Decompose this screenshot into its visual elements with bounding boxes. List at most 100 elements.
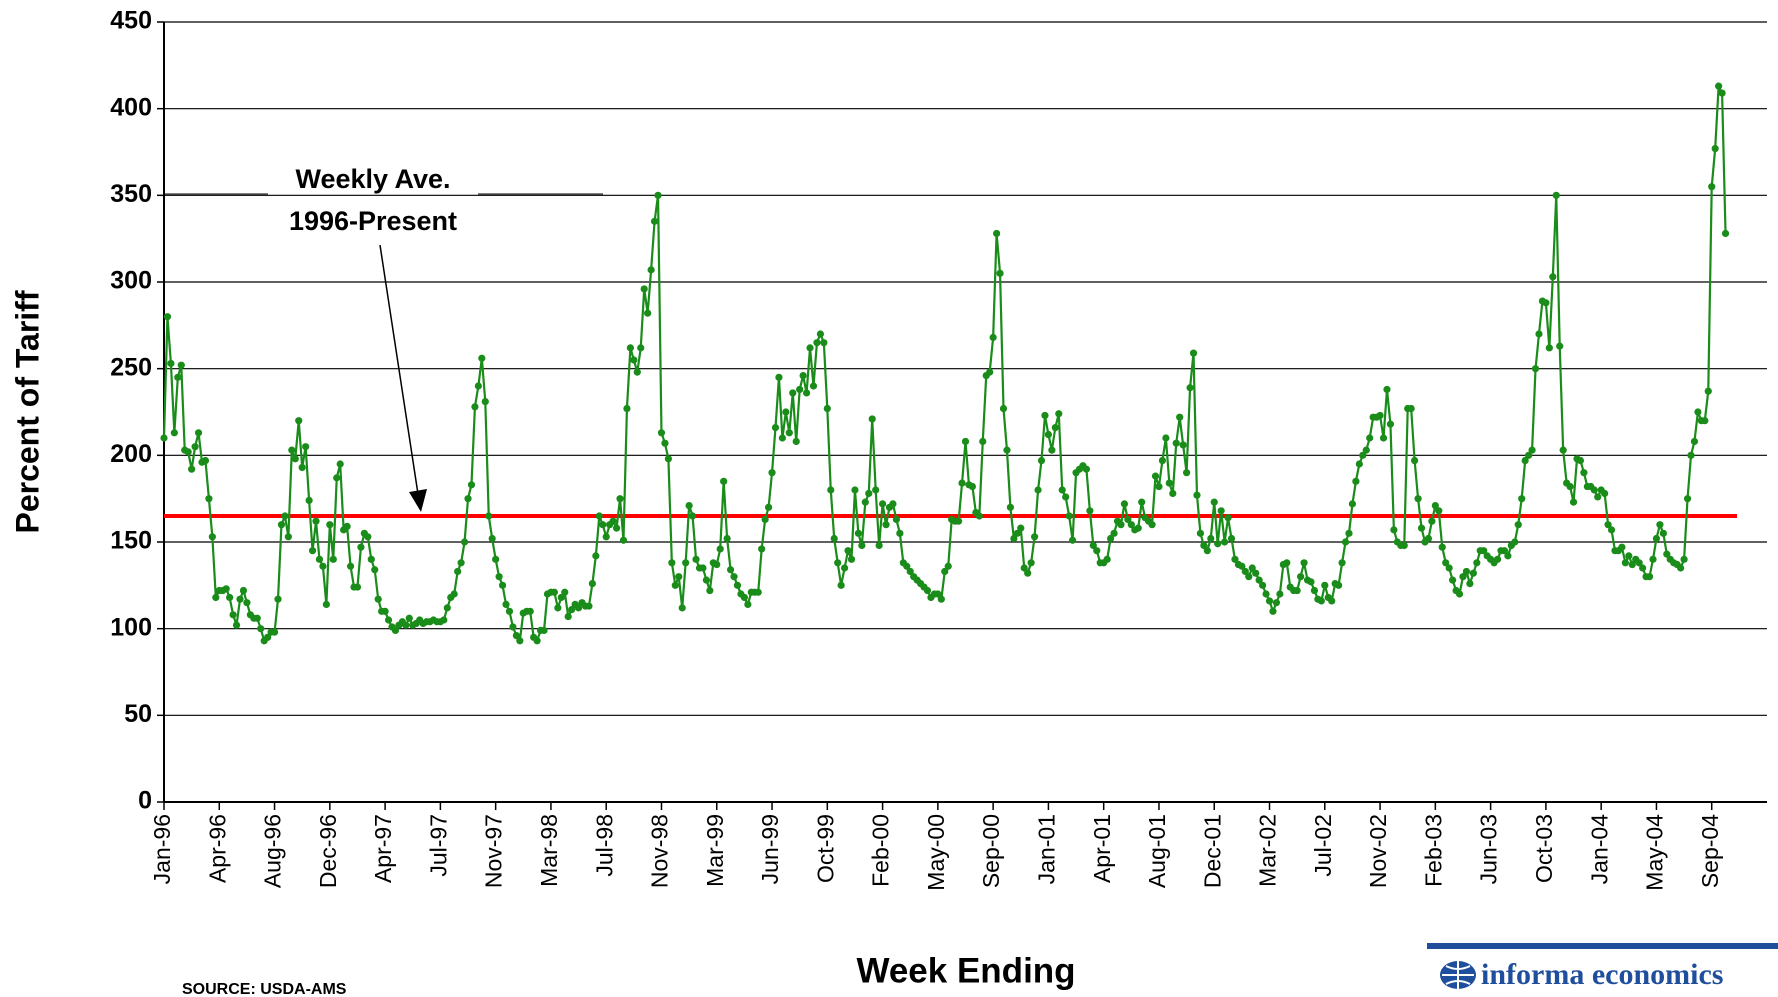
data-point — [1276, 590, 1284, 598]
data-point — [633, 368, 641, 376]
data-point — [1549, 273, 1557, 281]
data-point — [336, 460, 344, 468]
data-point — [1542, 299, 1550, 307]
data-point — [1601, 489, 1609, 498]
data-point — [844, 547, 852, 555]
x-tick-label: Feb-00 — [868, 814, 894, 887]
data-point — [896, 529, 904, 537]
data-point — [467, 481, 476, 489]
data-point — [1438, 543, 1446, 551]
data-point — [1407, 404, 1415, 413]
data-point — [405, 614, 413, 622]
x-tick-label: Nov-98 — [647, 814, 673, 888]
data-point — [941, 567, 949, 576]
data-point — [1721, 229, 1730, 238]
data-point — [1462, 567, 1471, 576]
data-point — [875, 541, 883, 550]
data-point — [1590, 486, 1598, 494]
data-point — [174, 373, 182, 381]
y-tick-label: 150 — [110, 527, 152, 555]
data-point — [1711, 144, 1719, 153]
data-point — [343, 522, 351, 531]
data-point — [878, 500, 887, 508]
data-point — [1659, 529, 1667, 537]
data-point — [1041, 411, 1049, 420]
data-point — [923, 586, 932, 595]
data-point — [706, 586, 714, 595]
data-point — [1652, 534, 1661, 543]
data-point — [1210, 498, 1218, 506]
data-point — [236, 595, 244, 603]
data-point — [1200, 541, 1208, 550]
data-point — [177, 361, 185, 369]
data-point — [1010, 534, 1018, 543]
data-point — [564, 612, 572, 621]
data-point — [1379, 434, 1388, 442]
data-point — [277, 521, 286, 529]
data-point — [657, 429, 666, 437]
data-point — [253, 614, 261, 622]
data-point — [758, 545, 766, 553]
x-tick-label: Dec-01 — [1199, 814, 1225, 888]
data-point — [384, 616, 393, 624]
data-point — [647, 266, 655, 274]
data-point — [868, 415, 876, 423]
data-point — [557, 593, 565, 602]
x-tick-label: Feb-03 — [1420, 814, 1446, 887]
data-point — [1680, 555, 1688, 563]
y-tick-label: 450 — [110, 7, 152, 35]
data-point — [568, 606, 576, 614]
data-point — [1442, 559, 1450, 567]
data-point — [1265, 597, 1274, 605]
data-point — [1383, 385, 1391, 394]
data-point — [1618, 543, 1626, 551]
data-point — [1030, 533, 1039, 541]
x-tick-label: Mar-98 — [536, 814, 562, 887]
data-point — [226, 593, 234, 602]
data-point — [184, 448, 192, 456]
data-point — [492, 555, 500, 563]
data-point — [440, 616, 448, 624]
x-tick-label: Mar-02 — [1255, 814, 1281, 887]
data-point — [872, 486, 880, 494]
data-point — [1214, 540, 1222, 548]
data-point — [1172, 439, 1180, 447]
data-point — [1006, 503, 1015, 511]
data-point — [1576, 456, 1585, 465]
data-point — [264, 633, 272, 641]
data-point — [1718, 89, 1726, 97]
data-point — [692, 555, 700, 563]
data-point — [616, 495, 624, 503]
data-point — [194, 429, 203, 437]
data-point — [1649, 555, 1657, 563]
data-point — [954, 517, 963, 525]
data-point — [1708, 183, 1716, 191]
data-point — [1424, 534, 1433, 543]
data-point — [675, 573, 683, 581]
data-point — [678, 604, 686, 612]
data-point — [302, 443, 310, 451]
data-point — [1024, 569, 1032, 577]
data-point — [284, 533, 292, 541]
data-point — [188, 465, 196, 473]
data-point — [1621, 559, 1629, 567]
data-point — [1227, 534, 1236, 543]
logo: informa economics — [1427, 943, 1778, 991]
data-point — [1241, 567, 1249, 576]
data-point — [1345, 529, 1353, 537]
data-point — [1248, 564, 1256, 572]
data-point — [222, 585, 230, 593]
x-tick-label: Mar-99 — [702, 814, 728, 887]
data-point — [775, 373, 783, 381]
data-point — [726, 566, 735, 574]
data-point — [1449, 576, 1457, 584]
data-point — [364, 533, 372, 541]
data-point — [239, 586, 248, 595]
data-point — [502, 600, 510, 609]
data-point — [903, 562, 911, 570]
data-point — [1525, 451, 1533, 459]
data-point — [1645, 573, 1654, 581]
x-tick-label: Sep-00 — [978, 814, 1004, 888]
x-tick-label: Sep-04 — [1697, 814, 1723, 888]
